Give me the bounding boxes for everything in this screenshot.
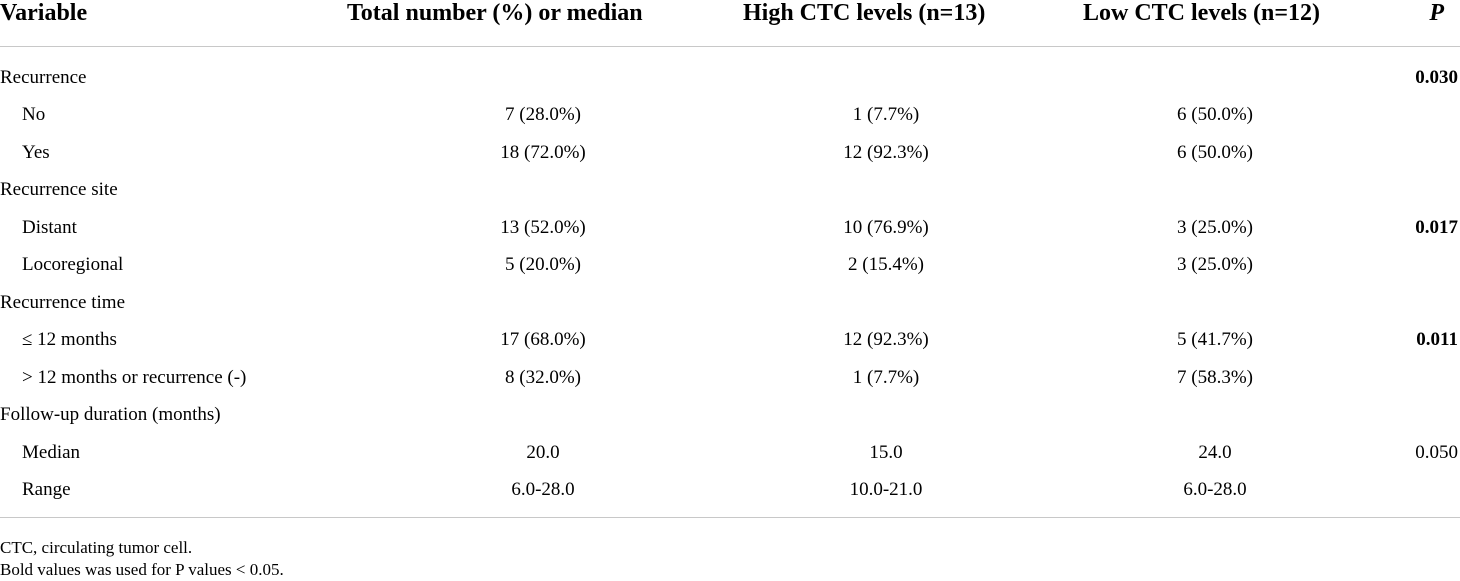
cell-total: 13 (52.0%): [500, 216, 586, 238]
table-row: Distant 13 (52.0%) 10 (76.9%) 3 (25.0%) 0.01…: [0, 209, 1460, 247]
header-variable: Variable: [0, 0, 300, 47]
cell-high-ctc: [720, 284, 1050, 322]
table-row: No 7 (28.0%) 1 (7.7%) 6 (50.0%): [0, 97, 1460, 135]
cell-total: [300, 397, 720, 435]
cell-high-ctc: 1 (7.7%): [852, 366, 920, 388]
cell-p-value: [1390, 359, 1460, 397]
cell-high-ctc: 10 (76.9%): [843, 216, 929, 238]
table-body: Recurrence 0.030 No 7 (28.0%) 1 (7.7%) 6 (50.…: [0, 47, 1460, 518]
cell-low-ctc: 24.0: [1198, 441, 1232, 463]
table-footnotes: CTC, circulating tumor cell. Bold values…: [0, 537, 284, 581]
cell-low-ctc: 6 (50.0%): [1177, 104, 1253, 126]
cell-high-ctc: [720, 397, 1050, 435]
cell-high-ctc: 15.0: [869, 441, 903, 463]
cell-total: 6.0-28.0: [300, 471, 720, 518]
cell-low-ctc: [1050, 172, 1390, 210]
cell-total: 18 (72.0%): [500, 141, 586, 163]
data-table: Variable Total number (%) or median High…: [0, 0, 1460, 518]
table-row: Follow-up duration (months): [0, 397, 1460, 435]
cell-low-ctc: 3 (25.0%): [1177, 216, 1253, 238]
cell-variable: > 12 months or recurrence (-): [22, 366, 247, 388]
cell-p-value: 0.050: [1415, 441, 1458, 463]
cell-low-ctc: 6.0-28.0: [1050, 471, 1390, 518]
cell-total: 20.0: [526, 441, 560, 463]
cell-high-ctc: [720, 47, 1050, 97]
footnote-bold-note: Bold values was used for P values < 0.05…: [0, 560, 284, 579]
cell-variable: Yes: [22, 141, 50, 163]
table-row: Locoregional 5 (20.0%) 2 (15.4%) 3 (25.0%): [0, 247, 1460, 285]
cell-variable: Range: [0, 471, 300, 518]
cell-low-ctc: [1050, 397, 1390, 435]
cell-total: [300, 172, 720, 210]
header-total: Total number (%) or median: [300, 0, 720, 47]
cell-p-value: [1390, 397, 1460, 435]
cell-p-value: [1390, 97, 1460, 135]
cell-variable: Locoregional: [22, 254, 124, 276]
cell-low-ctc: [1050, 47, 1390, 97]
cell-total: 5 (20.0%): [505, 254, 581, 276]
header-high-ctc: High CTC levels (n=13): [720, 0, 1050, 47]
cell-p-value: [1390, 471, 1460, 518]
cell-variable: Recurrence: [0, 66, 87, 88]
cell-p-value: 0.030: [1415, 66, 1458, 88]
cell-p-value: [1390, 172, 1460, 210]
cell-p-value: [1390, 284, 1460, 322]
table-row: Range 6.0-28.0 10.0-21.0 6.0-28.0: [0, 471, 1460, 518]
table-header: Variable Total number (%) or median High…: [0, 0, 1460, 47]
cell-total: [300, 284, 720, 322]
header-low-ctc: Low CTC levels (n=12): [1050, 0, 1390, 47]
cell-high-ctc: 12 (92.3%): [843, 141, 929, 163]
cell-low-ctc: [1050, 284, 1390, 322]
cell-high-ctc: 12 (92.3%): [843, 329, 929, 351]
cell-p-value: [1390, 134, 1460, 172]
table-row: > 12 months or recurrence (-) 8 (32.0%) 1 …: [0, 359, 1460, 397]
cell-high-ctc: 10.0-21.0: [720, 471, 1050, 518]
cell-total: [300, 47, 720, 97]
table-row: Median 20.0 15.0 24.0 0.050: [0, 434, 1460, 472]
cell-variable: ≤ 12 months: [22, 329, 117, 351]
cell-p-value: [1390, 247, 1460, 285]
cell-variable: Recurrence site: [0, 179, 118, 201]
cell-total: 17 (68.0%): [500, 329, 586, 351]
table-row: Recurrence 0.030: [0, 47, 1460, 97]
cell-low-ctc: 6 (50.0%): [1177, 141, 1253, 163]
header-p-value: P: [1390, 0, 1460, 47]
cell-p-value: 0.017: [1415, 216, 1458, 238]
cell-p-value: 0.011: [1416, 329, 1458, 351]
cell-total: 7 (28.0%): [505, 104, 581, 126]
cell-variable: Distant: [22, 216, 77, 238]
cell-variable: No: [22, 104, 46, 126]
cell-variable: Median: [22, 441, 81, 463]
cell-low-ctc: 7 (58.3%): [1177, 366, 1253, 388]
cell-variable: Follow-up duration (months): [0, 404, 221, 426]
table-row: Recurrence site: [0, 172, 1460, 210]
cell-high-ctc: [720, 172, 1050, 210]
cell-high-ctc: 2 (15.4%): [848, 254, 924, 276]
cell-variable: Recurrence time: [0, 291, 126, 313]
cell-total: 8 (32.0%): [505, 366, 581, 388]
table-row: Recurrence time: [0, 284, 1460, 322]
cell-high-ctc: 1 (7.7%): [852, 104, 920, 126]
footnote-abbreviation: CTC, circulating tumor cell.: [0, 538, 193, 557]
header-row: Variable Total number (%) or median High…: [0, 0, 1460, 47]
cell-low-ctc: 3 (25.0%): [1177, 254, 1253, 276]
table-row: ≤ 12 months 17 (68.0%) 12 (92.3%) 5 (41.7%)…: [0, 322, 1460, 360]
table-row: Yes 18 (72.0%) 12 (92.3%) 6 (50.0%): [0, 134, 1460, 172]
cell-low-ctc: 5 (41.7%): [1177, 329, 1253, 351]
